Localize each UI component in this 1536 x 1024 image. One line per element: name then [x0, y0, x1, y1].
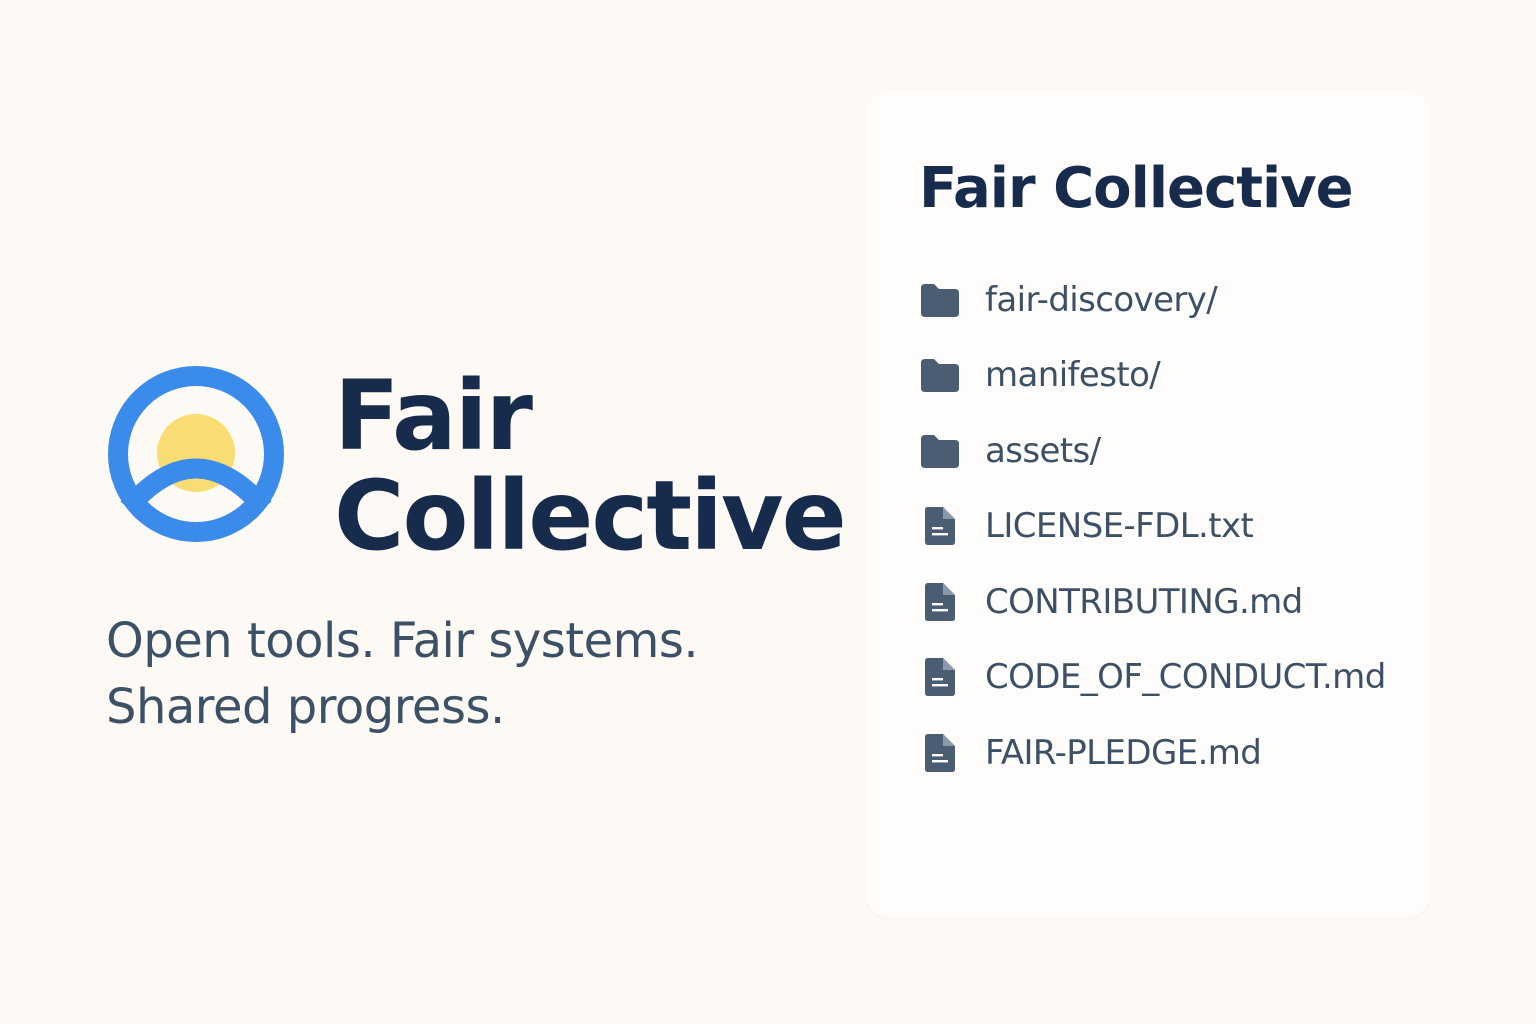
list-item-fair-pledge[interactable]: FAIR-PLEDGE.md — [919, 715, 1386, 791]
list-item-fair-discovery[interactable]: fair-discovery/ — [919, 262, 1386, 338]
file-icon — [919, 581, 961, 623]
brand-name: Fair Collective — [334, 360, 847, 572]
file-list: fair-discovery/ manifesto/ assets/ LICEN… — [919, 262, 1386, 791]
list-item-license[interactable]: LICENSE-FDL.txt — [919, 489, 1386, 565]
sunrise-ring-logo — [108, 366, 284, 542]
brand-name-line-2: Collective — [334, 460, 847, 572]
folder-icon — [919, 279, 961, 321]
brand-name-line-1: Fair — [334, 360, 533, 472]
panel-title: Fair Collective — [919, 156, 1354, 221]
file-icon — [919, 732, 961, 774]
list-item-manifesto[interactable]: manifesto/ — [919, 338, 1386, 414]
folder-icon — [919, 354, 961, 396]
file-icon — [919, 505, 961, 547]
list-item-label: manifesto/ — [985, 355, 1161, 396]
list-item-code-of-conduct[interactable]: CODE_OF_CONDUCT.md — [919, 640, 1386, 716]
file-icon — [919, 656, 961, 698]
list-item-assets[interactable]: assets/ — [919, 413, 1386, 489]
repository-panel: Fair Collective fair-discovery/ manifest… — [867, 90, 1429, 918]
tagline-line-2: Shared progress. — [106, 679, 505, 735]
list-item-label: CODE_OF_CONDUCT.md — [985, 657, 1386, 698]
list-item-label: assets/ — [985, 430, 1101, 471]
list-item-contributing[interactable]: CONTRIBUTING.md — [919, 564, 1386, 640]
list-item-label: LICENSE-FDL.txt — [985, 506, 1254, 547]
list-item-label: CONTRIBUTING.md — [985, 581, 1303, 622]
tagline-line-1: Open tools. Fair systems. — [106, 613, 699, 669]
tagline: Open tools. Fair systems. Shared progres… — [106, 608, 699, 740]
list-item-label: FAIR-PLEDGE.md — [985, 732, 1262, 773]
list-item-label: fair-discovery/ — [985, 279, 1218, 320]
folder-icon — [919, 430, 961, 472]
